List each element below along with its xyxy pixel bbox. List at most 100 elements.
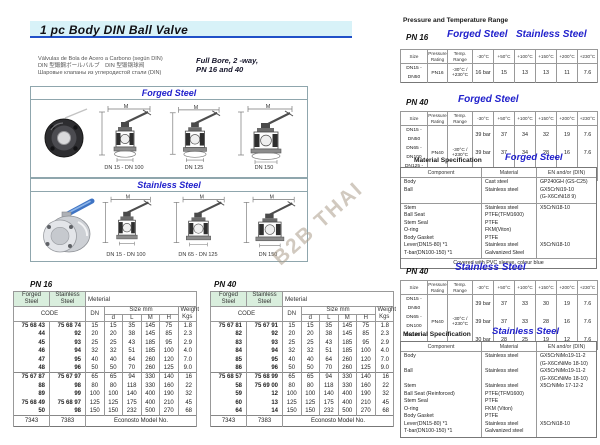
subtitle-block: Válvulas de Bola de Acero a Carbono (seg… — [38, 56, 203, 78]
dim-label-m: M — [124, 104, 129, 110]
forged-model-no: 7343 — [210, 415, 247, 427]
table-row: DN65 -DN100 39 bar 37 33 28 16 7.6 — [400, 313, 598, 332]
pt-col-range: Temp. Range — [447, 48, 473, 65]
spec-col-component: Component — [427, 169, 455, 176]
dim-label-m: M — [126, 195, 130, 201]
pt-col-100: +100°C — [514, 110, 536, 127]
figure-caption: DN 15 - DN 100 — [106, 252, 146, 258]
figure-caption: DN 15 - DN 100 — [104, 165, 144, 171]
subtitle-russian: Шаровые клапаны из углеродистой стали (D… — [38, 70, 162, 77]
forged-drawing-dn15-100: M DN 15 - DN 100 — [93, 103, 155, 171]
figure-caption: DN 150 — [254, 165, 274, 171]
col-d: d — [103, 313, 123, 322]
forged-material-spec-table: Component Material EN and/or (DIN) Body … — [400, 167, 597, 269]
table-row: 84 94 32 32 51 185 100 4.0 — [210, 347, 394, 356]
spec-col-en-din: EN and/or (DIN) — [547, 343, 586, 350]
table-row: 82 92 20 20 38 145 85 2.3 — [210, 330, 394, 339]
pt-col-50: +50°C — [493, 110, 515, 127]
pt-col-50: +50°C — [493, 48, 515, 65]
table-row: 75 67 87 75 67 97 65 65 94 330 140 16 — [13, 372, 197, 382]
col-stainless-steel: Stainless Steel — [246, 291, 283, 307]
col-dn: DN — [85, 306, 105, 322]
pn16-dim-label: PN 16 — [30, 280, 53, 289]
col-H: H — [356, 313, 376, 322]
dim-label-m: M — [266, 104, 271, 110]
col-code: CODE — [13, 306, 86, 322]
stainless-drawing-dn15-100: M DN 15 - DN 100 — [95, 194, 157, 258]
stainless-steel-box-title: Stainless Steel — [31, 179, 307, 192]
spec-en-values: GP240GH (GS-C25) GX5CrNi19-10 (G-X6CrNi1… — [540, 179, 588, 200]
pt-col-size: Size — [400, 48, 428, 65]
pn40-stainless-heading: Stainless Steel — [455, 262, 526, 273]
subtitle-japanese-chinese: DIN 型鍛鋼ボールバルブ DIN 型锻钢球阀 — [38, 63, 145, 70]
spec-en-values: GX5CrNiMo19-11-2 (G-X6CrNiMo 18-10) GX5C… — [540, 353, 588, 427]
table-row: 59 12 100 100 140 400 190 32 — [210, 390, 394, 399]
pt-col-150: +150°C — [535, 279, 557, 296]
stainless-steel-figure-box: Stainless Steel M — [30, 178, 308, 262]
pressure-temp-heading: Pressure and Temperature Range — [403, 17, 509, 24]
table-row: 75 68 43 75 68 74 15 15 35 145 75 1.8 — [13, 321, 197, 331]
table-row: 88 98 80 80 118 330 160 22 — [13, 381, 197, 391]
pn16-pt-label: PN 16 — [406, 33, 429, 42]
pn16-dimension-table: Forged Steel Stainless Steel Meterial CO… — [13, 291, 199, 428]
pt-col-230: +230°C — [577, 48, 598, 65]
spec-components: Body Ball — [404, 179, 416, 193]
col-material: Meterial — [282, 291, 394, 307]
col-forged-steel: Forged Steel — [210, 291, 247, 307]
col-dn: DN — [282, 306, 302, 322]
col-weight: Weight Kgs — [374, 306, 396, 322]
table-row: 83 93 25 25 43 185 95 2.9 — [210, 338, 394, 348]
col-L: L — [122, 313, 142, 322]
spec-materials: Stainless steel Stainless steel Stainles… — [481, 352, 537, 437]
stainless-drawing-dn65-125: M DN 65 - DN 125 — [164, 194, 232, 258]
figure-caption: DN 150 — [258, 252, 278, 258]
forged-steel-box-title: Forged Steel — [31, 87, 307, 100]
table-row: 47 95 40 40 64 260 120 7.0 — [13, 355, 197, 365]
pt-col-size: Size — [400, 110, 428, 127]
pt-col-range: Temp. Range — [447, 279, 473, 296]
model-row: 7343 7383 Econosto Model No. — [13, 415, 197, 427]
pt-col-50: +50°C — [493, 279, 515, 296]
pt-col-minus30: -30°C — [472, 48, 494, 65]
table-row: 85 95 40 40 64 260 120 7.0 — [210, 355, 394, 365]
table-row: 86 96 50 50 70 260 125 9.0 — [210, 364, 394, 373]
pt-col-230: +230°C — [577, 279, 598, 296]
pvc-sleeve-note: Covered with PVC sleeve, colour blue — [401, 258, 596, 268]
spec-components: Stem Ball Seat Stem Seal O-ring Body Gas… — [401, 202, 481, 259]
col-weight: Weight Kgs — [177, 306, 199, 322]
pt-col-minus30: -30°C — [472, 110, 494, 127]
bore-note: Full Bore, 2 -way, PN 16 and 40 — [196, 56, 286, 74]
col-stainless-steel: Stainless Steel — [49, 291, 86, 307]
pt-col-150: +150°C — [535, 48, 557, 65]
pt-col-size: Size — [400, 279, 428, 296]
col-code: CODE — [210, 306, 283, 322]
pt-col-200: +200°C — [556, 279, 578, 296]
forged-valve-photo — [39, 106, 91, 169]
pn40-stainless-label: PN 40 — [406, 267, 429, 276]
table-row: 45 93 25 25 43 185 95 2.9 — [13, 338, 197, 348]
pn16-forged-heading: Forged Steel — [447, 29, 508, 40]
col-size-mm: Size mm — [300, 306, 376, 315]
spec-col-component: Component — [427, 343, 455, 350]
figure-caption: DN 65 - DN 125 — [178, 252, 218, 258]
pt-col-rating: Pressure Rating — [427, 279, 448, 296]
pt-col-range: Temp. Range — [447, 110, 473, 127]
material-spec-heading: Material Specification — [403, 331, 471, 338]
table-row: 60 13 125 125 175 400 210 45 — [210, 398, 394, 408]
table-row: 44 92 20 20 38 145 85 2.3 — [13, 330, 197, 339]
pn40-forged-label: PN 40 — [406, 98, 429, 107]
col-d: d — [300, 313, 320, 322]
pt-col-100: +100°C — [514, 279, 536, 296]
pt-col-rating: Pressure Rating — [427, 48, 448, 65]
dim-label-m: M — [270, 195, 274, 201]
col-forged-steel: Forged Steel — [13, 291, 50, 307]
material-spec-heading: Material Specification — [414, 157, 482, 164]
figure-caption: DN 125 — [184, 165, 204, 171]
forged-steel-figure-box: Forged Steel M — [30, 86, 308, 178]
spec-materials: Stainless steel PTFE(TFM1600) PTFE FKM(V… — [481, 202, 537, 258]
pt-col-rating: Pressure Rating — [427, 110, 448, 127]
model-note: Econosto Model No. — [85, 415, 197, 427]
subtitle-spanish: Válvulas de Bola de Acero a Carbono (seg… — [38, 56, 163, 62]
pt-col-100: +100°C — [514, 48, 536, 65]
stainless-material-spec-table: Component Material EN and/or (DIN) Body … — [400, 341, 597, 438]
